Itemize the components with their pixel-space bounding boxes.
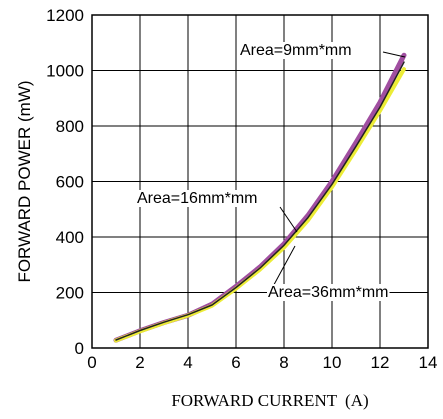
annotation-bg	[239, 42, 353, 59]
x-tick-label: 6	[231, 353, 240, 372]
annotation-label: Area=16mm*mm	[137, 190, 257, 207]
annotation-leader	[382, 51, 406, 58]
annotation-label: Area=9mm*mm	[240, 42, 352, 59]
x-tick-label: 2	[135, 353, 144, 372]
series-group	[113, 52, 407, 343]
annotation-bg	[136, 190, 259, 207]
annotation-leader	[279, 206, 298, 233]
y-tick-label: 800	[56, 117, 84, 136]
annotation-label: Area=36mm*mm	[268, 284, 388, 301]
tick-labels: 0 2 4 6 8 10 12 14 0 200 400 600 800 1000 1200	[46, 6, 437, 372]
x-tick-label: 4	[183, 353, 192, 372]
y-tick-label: 600	[56, 173, 84, 192]
y-tick-label: 1000	[46, 62, 84, 81]
x-tick-label: 14	[419, 353, 438, 372]
series-line-2	[115, 61, 405, 341]
x-tick-label: 8	[279, 353, 288, 372]
y-axis-title: FORWARD POWER (mW)	[15, 80, 34, 282]
x-tick-label: 12	[371, 353, 390, 372]
y-tick-label: 1200	[46, 6, 84, 25]
y-tick-label: 0	[75, 339, 84, 358]
x-axis-title: FORWARD CURRENT (A)	[171, 391, 368, 410]
x-axis-title-text: FORWARD CURRENT	[171, 391, 337, 410]
y-tick-label: 400	[56, 228, 84, 247]
plot-frame	[91, 14, 429, 349]
x-tick-label: 0	[87, 353, 96, 372]
x-axis-title-unit: (A)	[345, 391, 369, 410]
annotation-bg	[267, 284, 390, 301]
y-tick-label: 200	[56, 284, 84, 303]
x-tick-label: 10	[323, 353, 342, 372]
series-line-3	[114, 67, 406, 343]
annotations: Area=9mm*mm Area=16mm*mm Area=36mm*mm	[136, 42, 406, 301]
